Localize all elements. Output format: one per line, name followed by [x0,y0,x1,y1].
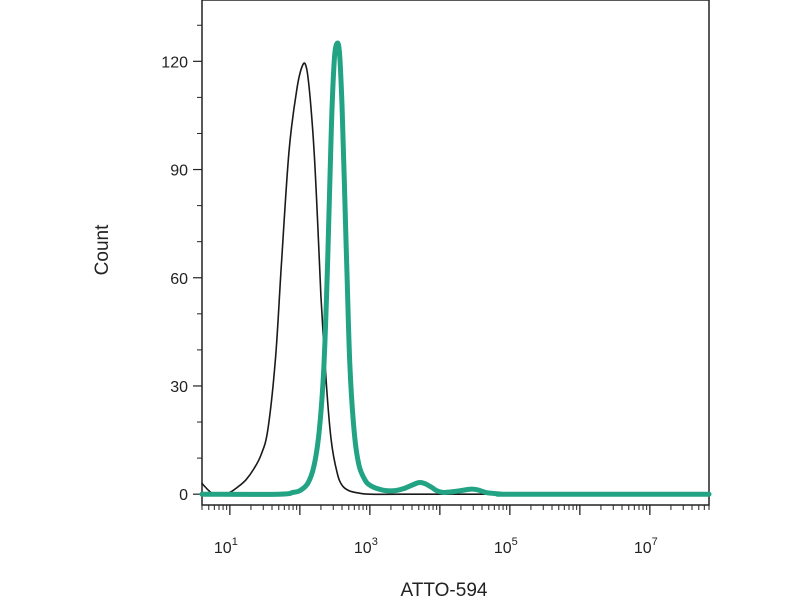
y-tick-label: 30 [170,379,188,396]
x-tick-base: 10 [214,540,232,557]
y-tick-label: 0 [179,487,188,504]
y-tick-label: 60 [170,271,188,288]
x-axis-label: ATTO-594 [401,580,488,600]
x-axis-ticks: 101 103 105 107 [201,505,710,557]
control-histogram-line [201,62,710,496]
x-tick-base: 10 [634,540,652,557]
x-tick-label: 105 [494,536,518,557]
stained-histogram-line [199,40,712,497]
y-tick-label: 120 [161,54,188,71]
x-tick-label: 107 [634,536,658,557]
x-tick-label: 101 [214,536,238,557]
y-axis-label: Count [92,224,113,275]
y-axis-ticks: 0 30 60 90 120 [161,24,202,504]
plot-frame [201,0,710,506]
y-tick-label: 90 [170,163,188,180]
x-tick-base: 10 [494,540,512,557]
x-tick-label: 103 [354,536,378,557]
series-lines [199,40,712,497]
x-tick-exponent: 1 [232,536,238,548]
x-tick-base: 10 [354,540,372,557]
x-tick-exponent: 5 [512,536,518,548]
x-tick-exponent: 3 [372,536,378,548]
x-tick-exponent: 7 [652,536,658,548]
